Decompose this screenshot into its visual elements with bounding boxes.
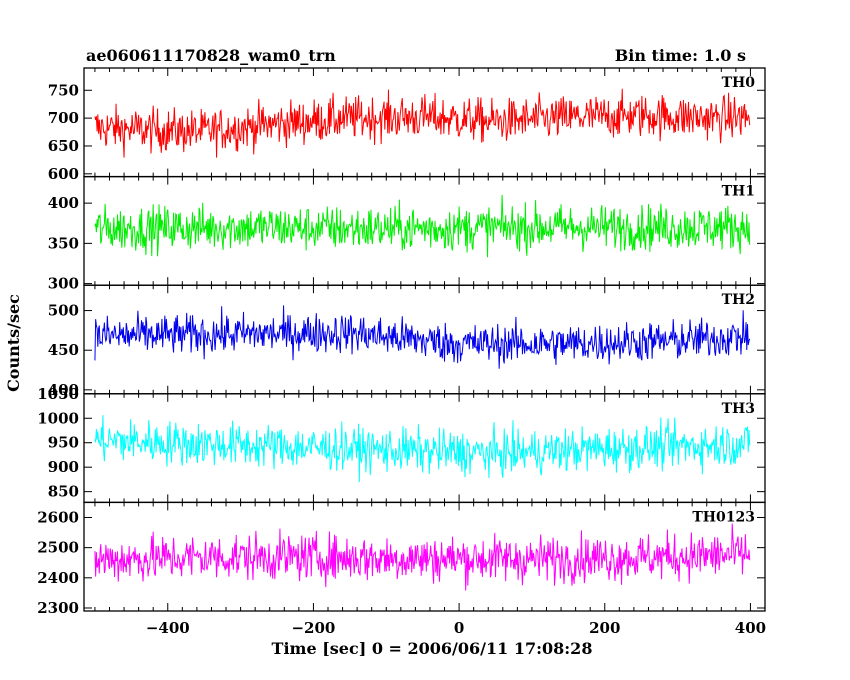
x-tick-label: 200	[589, 619, 620, 637]
y-tick-label: 400	[48, 194, 79, 212]
x-tick-label: 400	[735, 619, 766, 637]
panel-label-th1: TH1	[722, 184, 755, 200]
panel-th0: 600 650 700 750 TH0	[48, 67, 766, 183]
x-tick-label: 0	[454, 619, 464, 637]
x-tick-label: −200	[291, 619, 335, 637]
y-tick-label: 1050	[37, 385, 79, 403]
panel-th3: 850 900 950 1000 1050 TH3	[37, 385, 766, 504]
chart-title: ae060611170828_wam0_trn	[86, 46, 336, 65]
y-tick-label: 2300	[37, 599, 79, 617]
panel-th1: 300 350 400 TH1	[48, 175, 766, 293]
y-tick-label: 2500	[37, 539, 79, 557]
y-tick-label: 950	[48, 434, 79, 452]
y-tick-label: 600	[48, 165, 79, 183]
panels-group: 600 650 700 750 TH0 300 350 400 TH1 400 450 500 TH2 8…	[37, 67, 766, 637]
panel-th0123: 2300 2400 2500 2600 TH0123	[37, 501, 766, 617]
y-tick-label: 400	[48, 381, 79, 399]
y-tick-label: 700	[48, 109, 79, 127]
panel-label-th0: TH0	[722, 75, 756, 91]
x-tick-label: −400	[146, 619, 190, 637]
y-tick-label: 300	[48, 275, 79, 293]
y-tick-label: 850	[48, 483, 79, 501]
series-line-th2	[94, 305, 751, 369]
y-tick-label: 2600	[37, 508, 79, 526]
y-tick-label: 1000	[37, 409, 79, 427]
panel-label-th3: TH3	[722, 401, 755, 417]
series-line-th0123	[94, 523, 751, 591]
y-tick-label: 900	[48, 458, 79, 476]
series-line-th3	[94, 415, 751, 482]
panel-label-th2: TH2	[722, 292, 755, 308]
series-line-th0	[94, 88, 751, 158]
y-tick-label: 500	[48, 302, 79, 320]
y-tick-label: 2400	[37, 569, 79, 587]
panel-frame	[83, 67, 766, 178]
y-tick-label: 350	[48, 234, 79, 252]
y-axis-label: Counts/sec	[4, 294, 23, 392]
series-line-th1	[94, 194, 751, 258]
panel-th2: 400 450 500 TH2	[48, 284, 766, 399]
x-axis-label: Time [sec] 0 = 2006/06/11 17:08:28	[272, 639, 593, 658]
panel-label-th0123: TH0123	[692, 509, 755, 525]
y-tick-label: 750	[48, 81, 79, 99]
bin-time-label: Bin time: 1.0 s	[615, 46, 746, 65]
panel-frame	[83, 501, 766, 612]
y-tick-label: 650	[48, 137, 79, 155]
y-tick-label: 450	[48, 341, 79, 359]
